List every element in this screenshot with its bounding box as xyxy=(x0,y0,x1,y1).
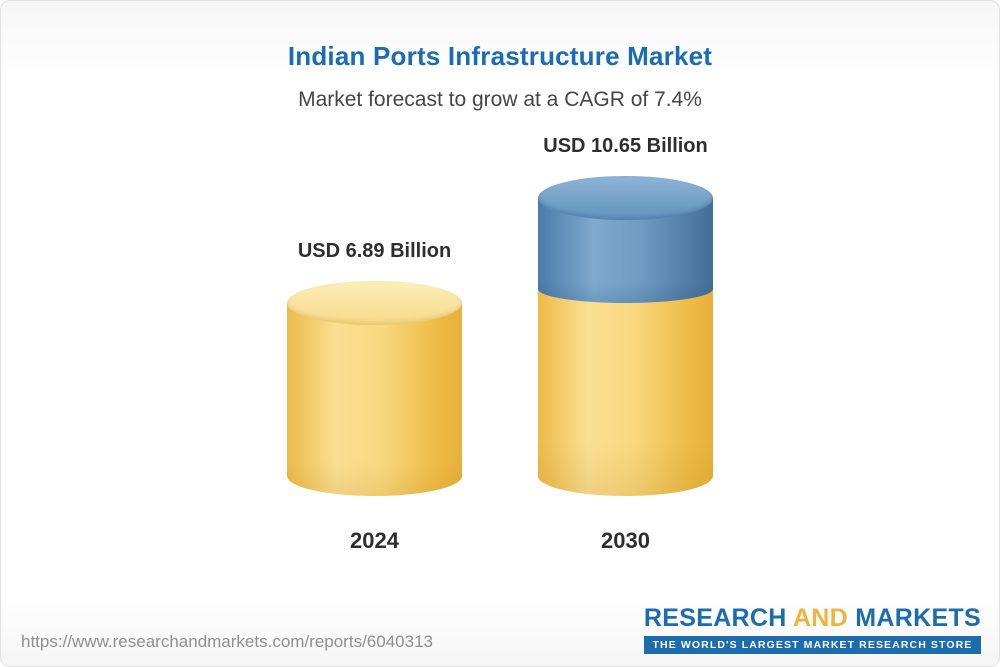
logo-word-markets: MARKETS xyxy=(855,604,981,632)
logo-word-research: RESEARCH xyxy=(643,604,787,632)
chart-header: Indian Ports Infrastructure Market Marke… xyxy=(1,1,999,112)
bar-col-2024: USD 6.89 Billion 2024 xyxy=(287,240,462,554)
bar-2024-body xyxy=(287,303,462,496)
chart-title: Indian Ports Infrastructure Market xyxy=(287,41,713,71)
report-url: https://www.researchandmarkets.com/repor… xyxy=(21,632,433,651)
bar-col-2030: USD 10.65 Billion 2030 xyxy=(538,135,713,554)
bar-2024-top-ellipse xyxy=(287,281,462,325)
bar-2024-value-label: USD 6.89 Billion xyxy=(297,240,452,262)
bar-2024-category-label: 2024 xyxy=(350,528,399,553)
bar-2030-cylinder xyxy=(538,176,713,496)
logo-tagline: THE WORLD'S LARGEST MARKET RESEARCH STOR… xyxy=(643,636,981,654)
logo-word-and: AND xyxy=(792,604,849,632)
footer: https://www.researchandmarkets.com/repor… xyxy=(21,604,981,654)
bar-2030-growth-segment xyxy=(538,176,713,303)
bar-2030-top-ellipse xyxy=(538,176,713,220)
chart-subtitle: Market forecast to grow at a CAGR of 7.4… xyxy=(298,88,702,111)
logo-wordmark: RESEARCH AND MARKETS xyxy=(644,604,981,633)
bar-2030-category-label: 2030 xyxy=(601,528,650,553)
cylinder-bar-chart: USD 6.89 Billion 2024 USD 10.65 Billion … xyxy=(1,135,999,554)
bar-2024-cylinder xyxy=(287,281,462,496)
research-and-markets-logo: RESEARCH AND MARKETS THE WORLD'S LARGEST… xyxy=(643,604,981,654)
bar-2030-value-label: USD 10.65 Billion xyxy=(543,135,708,157)
